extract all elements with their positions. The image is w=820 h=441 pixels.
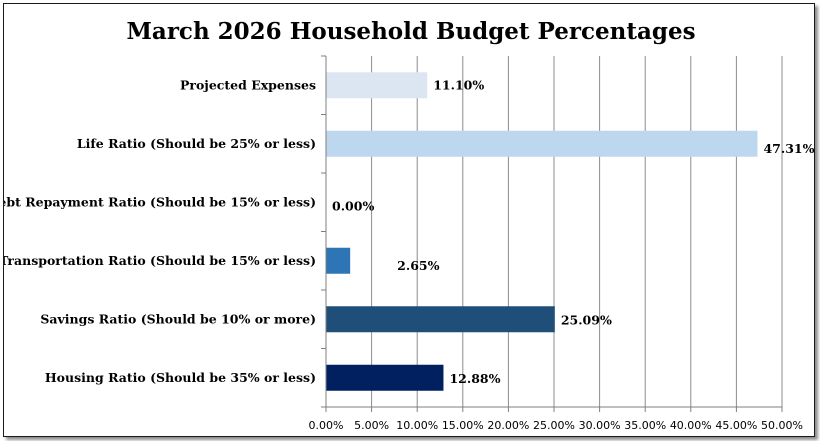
data-label: 47.31% [763, 141, 814, 156]
data-label: 25.09% [561, 312, 612, 327]
category-label: Life Ratio (Should be 25% or less) [77, 136, 316, 151]
x-tick-label: 45.00% [715, 419, 757, 432]
axes [321, 55, 783, 412]
bar [326, 306, 555, 333]
x-tick-label: 25.00% [533, 419, 575, 432]
x-tick-label: 50.00% [761, 419, 803, 432]
x-tick-label: 15.00% [442, 419, 484, 432]
bar-chart: March 2026 Household Budget Percentages … [4, 18, 814, 432]
gridlines [371, 56, 783, 407]
x-tick-label: 30.00% [579, 419, 621, 432]
category-label: Projected Expenses [180, 77, 316, 92]
category-label: Debt Repayment Ratio (Should be 15% or l… [4, 194, 316, 209]
category-label: Transportation Ratio (Should be 15% or l… [4, 253, 316, 268]
x-tick-label: 0.00% [309, 419, 344, 432]
x-tick-label: 35.00% [624, 419, 666, 432]
bar [326, 364, 444, 391]
x-tick-label: 20.00% [487, 419, 529, 432]
data-label: 0.00% [332, 198, 374, 213]
chart-frame: March 2026 Household Budget Percentages … [3, 3, 815, 437]
data-label: 12.88% [449, 371, 500, 386]
bar [326, 72, 428, 99]
x-tick-label: 5.00% [354, 419, 389, 432]
category-label: Housing Ratio (Should be 35% or less) [45, 370, 316, 385]
labels: 0.00% 5.00% 10.00% 15.00% 20.00% 25.00% 30.00%… [4, 77, 814, 432]
category-label: Savings Ratio (Should be 10% or more) [40, 311, 316, 326]
bar [326, 247, 351, 274]
data-label: 11.10% [433, 77, 484, 92]
x-tick-label: 10.00% [396, 419, 438, 432]
bars [326, 72, 758, 391]
x-tick-label: 40.00% [670, 419, 712, 432]
bar [326, 130, 758, 157]
data-label: 2.65% [397, 258, 439, 273]
chart-title: March 2026 Household Budget Percentages [126, 18, 695, 45]
